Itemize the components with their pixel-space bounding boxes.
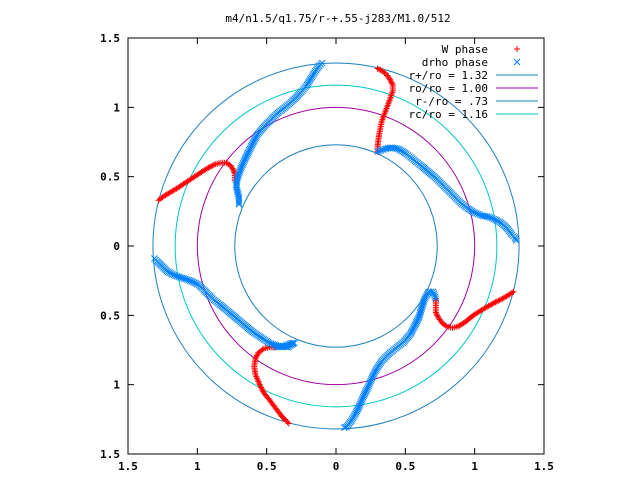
point-s1-177 xyxy=(473,210,480,217)
x-tick-label: 1 xyxy=(194,460,201,473)
point-s0-5 xyxy=(381,69,388,76)
legend-entry-0: W phase xyxy=(442,43,520,56)
y-tick-label: 0.5 xyxy=(100,309,120,322)
point-s1-184 xyxy=(485,213,492,221)
point-s0-95 xyxy=(456,322,463,329)
point-s0-11 xyxy=(387,77,394,84)
legend-label: r+/ro = 1.32 xyxy=(409,69,488,82)
point-s1-429 xyxy=(150,255,158,262)
legend-label: drho phase xyxy=(422,56,488,69)
x-tick-label: 1.5 xyxy=(118,460,138,473)
y-tick-label: 0.5 xyxy=(100,171,120,184)
x-tick-label: 0.5 xyxy=(257,460,277,473)
legend-entry-4: r-/ro = .73 xyxy=(415,95,538,108)
legend-entry-2: r+/ro = 1.32 xyxy=(409,69,538,82)
point-s1-186 xyxy=(488,214,496,222)
point-s1-103 xyxy=(235,201,243,208)
circle-4 xyxy=(234,144,438,348)
legend-entry-3: ro/ro = 1.00 xyxy=(409,82,538,95)
point-s1-178 xyxy=(474,210,482,218)
point-s0-168 xyxy=(253,353,260,360)
x-tick-label: 1.5 xyxy=(534,460,554,473)
point-s0-174 xyxy=(259,346,266,353)
point-s0-63 xyxy=(499,295,506,302)
point-s0-10 xyxy=(387,76,394,83)
data-points xyxy=(150,59,520,432)
point-s0-221 xyxy=(208,163,215,170)
legend-entry-5: rc/ro = 1.16 xyxy=(409,108,538,121)
chart-title: m4/n1.5/q1.75/r-+.55-j283/M1.0/512 xyxy=(225,12,450,25)
x-tick-label: 1 xyxy=(471,460,478,473)
point-s1-105 xyxy=(375,147,383,155)
point-s0-110 xyxy=(434,313,441,320)
point-s0-68 xyxy=(492,299,499,306)
point-s0-122 xyxy=(285,420,292,427)
y-tick-label: 1 xyxy=(113,101,120,114)
point-s0-149 xyxy=(258,384,265,391)
point-s1-106 xyxy=(377,146,385,154)
point-s1-185 xyxy=(486,214,494,221)
point-s0-148 xyxy=(258,385,265,392)
point-s0-64 xyxy=(498,296,505,303)
point-s0-66 xyxy=(495,297,502,304)
point-s0-67 xyxy=(493,298,500,305)
legend-label: W phase xyxy=(442,43,488,56)
point-s1-102 xyxy=(235,199,243,207)
point-s0-222 xyxy=(209,162,216,169)
point-s0-112 xyxy=(433,310,440,317)
point-s1-206 xyxy=(512,237,520,244)
x-tick-label: 0.5 xyxy=(395,460,415,473)
legend-marker xyxy=(514,46,520,52)
legend-label: r-/ro = .73 xyxy=(415,95,488,108)
y-tick-label: 1 xyxy=(113,379,120,392)
point-s0-12 xyxy=(388,79,395,86)
point-s1-207 xyxy=(432,295,440,303)
point-s0-167 xyxy=(252,355,259,362)
circle-3 xyxy=(196,106,476,386)
point-s0-147 xyxy=(259,387,266,394)
point-s0-109 xyxy=(435,315,442,322)
point-s0-0 xyxy=(374,65,381,72)
y-tick-label: 0 xyxy=(113,240,120,253)
x-tick-label: 0 xyxy=(333,460,340,473)
legend-entry-1: drho phase xyxy=(422,56,521,69)
point-s0-235 xyxy=(229,165,236,172)
point-s0-223 xyxy=(210,161,217,168)
point-s0-169 xyxy=(253,352,260,359)
circle-2 xyxy=(152,62,520,430)
legend-marker xyxy=(513,58,521,66)
point-s1-176 xyxy=(471,209,479,217)
legend-label: ro/ro = 1.00 xyxy=(409,82,488,95)
circle-5 xyxy=(174,84,498,408)
point-s1-208 xyxy=(431,293,439,301)
point-s0-13 xyxy=(389,80,396,87)
y-tick-label: 1.5 xyxy=(100,32,120,45)
legend-label: rc/ro = 1.16 xyxy=(409,108,488,121)
point-s0-145 xyxy=(260,389,267,396)
point-s0-65 xyxy=(496,297,503,304)
reference-circles xyxy=(152,62,520,430)
point-s0-150 xyxy=(257,383,264,390)
point-s0-146 xyxy=(260,388,267,395)
y-tick-label: 1.5 xyxy=(100,448,120,461)
point-s1-312 xyxy=(340,424,348,432)
point-s1-104 xyxy=(374,148,381,156)
point-s0-220 xyxy=(206,163,213,170)
point-s0-111 xyxy=(434,312,441,319)
axis-ticks: 1.5 1 0.5 0 0.5 1 1.51.510.500.511.5 xyxy=(100,32,554,473)
